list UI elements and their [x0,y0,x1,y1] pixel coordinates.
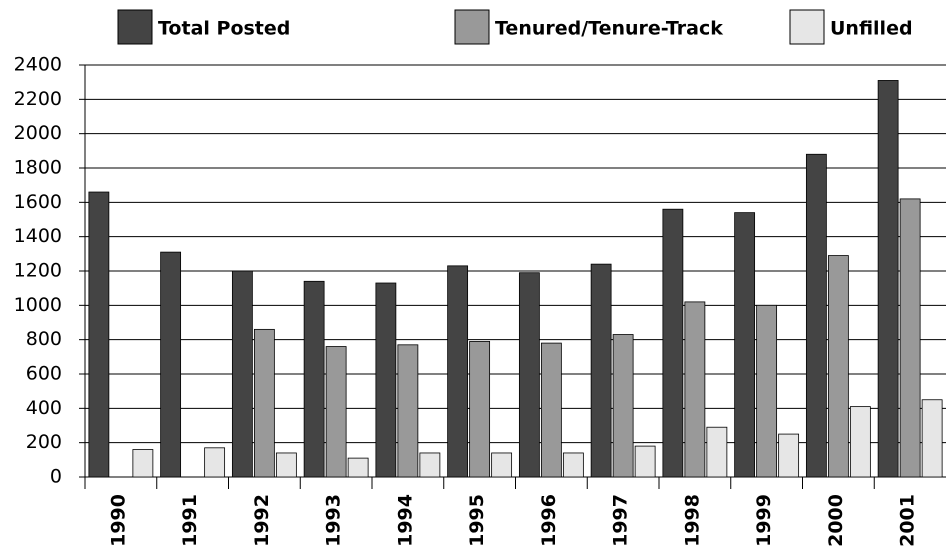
y-tick-label: 1000 [14,294,62,316]
bar [88,191,110,478]
bar [706,426,728,478]
x-tick-label: 1993 [323,494,345,546]
x-tick-label: 1998 [681,494,703,546]
bar [734,212,756,478]
y-tick-label: 2200 [14,88,62,110]
x-tick-label: 1996 [538,494,560,546]
y-tick-label: 600 [26,363,62,385]
x-tick-label: 2001 [897,494,919,546]
legend-label: Tenured/Tenure-Track [495,18,723,40]
legend-swatch [454,9,490,45]
bar [562,452,584,478]
y-tick-label: 1600 [14,191,62,213]
x-tick-label: 2000 [825,494,847,546]
bar [447,265,469,478]
legend-swatch [789,9,825,45]
x-tick-label: 1990 [107,494,129,546]
bar [491,452,513,478]
bar [921,399,943,478]
y-tick-label: 1200 [14,260,62,282]
y-tick-label: 800 [26,328,62,350]
bar [612,334,634,478]
legend-label: Unfilled [830,18,913,40]
bar [662,208,684,478]
x-tick-label: 1992 [251,494,273,546]
bar [778,433,800,478]
bar [419,452,441,478]
bar [899,198,921,478]
bar [469,340,491,478]
y-tick-label: 200 [26,431,62,453]
bar [684,301,706,478]
bar [132,449,154,478]
x-tick-label: 1997 [610,494,632,546]
bar [634,445,656,478]
bar [231,270,253,478]
bar [375,282,397,478]
bar [160,251,182,478]
bar [877,80,899,478]
bar [397,344,419,478]
y-tick-label: 1800 [14,157,62,179]
bar [756,304,778,478]
y-tick-label: 0 [50,466,62,488]
x-tick-label: 1999 [753,494,775,546]
y-tick-label: 1400 [14,225,62,247]
bar [275,452,297,478]
bar [325,346,347,478]
bar [347,457,369,478]
y-tick-label: 2400 [14,54,62,76]
x-tick-label: 1991 [179,494,201,546]
legend-label: Total Posted [158,18,290,40]
x-tick-label: 1995 [466,494,488,546]
bar [518,272,540,478]
bar [590,263,612,478]
y-tick-label: 2000 [14,122,62,144]
y-tick-label: 400 [26,397,62,419]
bar [204,447,226,478]
x-tick-label: 1994 [394,494,416,546]
legend-swatch [117,9,153,45]
bar [827,255,849,478]
bar [805,153,827,478]
bar [849,406,871,478]
bar [303,280,325,478]
bar [540,342,562,478]
bar [253,328,275,478]
